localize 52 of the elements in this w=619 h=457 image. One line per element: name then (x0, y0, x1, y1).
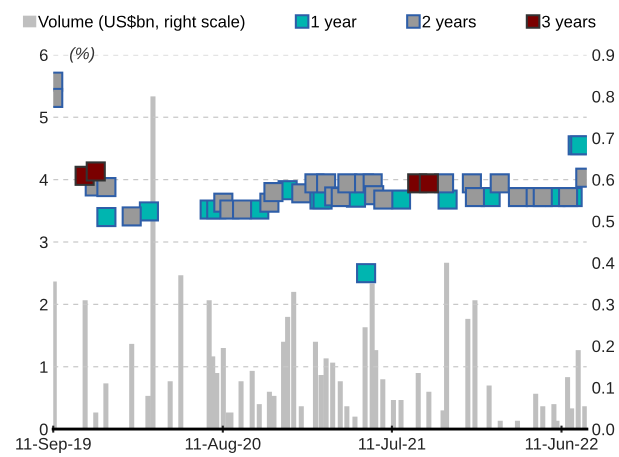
y-tick-label: 4 (39, 174, 48, 186)
bar (93, 412, 98, 430)
x-tick-label: 11-Jul-21 (359, 437, 426, 450)
bar (298, 406, 304, 430)
y2-tick-label: 0.2 (592, 340, 614, 352)
legend-label: 3 years (542, 16, 596, 31)
y-tick-label: 5 (40, 112, 48, 124)
y-tick-label: 2 (40, 298, 48, 310)
x-tick-label: 11-Aug-20 (186, 438, 260, 453)
bar (416, 372, 421, 430)
bar (380, 379, 386, 430)
point (86, 161, 106, 182)
point (122, 206, 142, 226)
legend-label: 1 year (312, 16, 356, 31)
x-tick-label: 11-Sep-19 (16, 438, 91, 453)
y-axis-title: (%) (70, 47, 94, 63)
y2-tick-label: 0.5 (592, 216, 614, 228)
point (373, 189, 394, 210)
point (96, 206, 116, 228)
bar (238, 381, 244, 430)
y2-tick-label: 0.9 (592, 49, 614, 62)
bar (256, 404, 262, 430)
y2-tick-label: 0.7 (592, 132, 614, 144)
bar (486, 385, 492, 430)
y-tick-label: 0 (40, 424, 48, 436)
y2-tick-label: 0.3 (592, 298, 614, 311)
point (263, 182, 284, 202)
legend-label: 2 years (422, 16, 476, 31)
point (418, 173, 439, 194)
y2-tick-label: 0.4 (592, 257, 614, 269)
point (232, 199, 252, 220)
y2-tick-label: 0.8 (592, 90, 614, 103)
bar (398, 400, 404, 430)
point (356, 263, 376, 284)
x-tick-label: 11-Jun-22 (526, 438, 598, 450)
bar (168, 381, 173, 430)
bar (540, 406, 546, 430)
point (464, 186, 486, 208)
bar (426, 392, 432, 430)
y2-tick-label: 0.0 (592, 424, 614, 436)
bar (390, 400, 396, 430)
point (490, 173, 510, 194)
bar (271, 396, 276, 430)
y-tick-label: 6 (40, 49, 48, 62)
bar (103, 383, 108, 430)
bar (533, 394, 538, 430)
bar (250, 370, 255, 430)
y2-tick-label: 0.6 (592, 174, 614, 186)
y2-tick-label: 0.1 (592, 382, 614, 394)
y-tick-label: 1 (40, 361, 48, 373)
legend-label: Volume (US$bn, right scale) (38, 15, 244, 31)
y-tick-label: 3 (40, 236, 48, 248)
